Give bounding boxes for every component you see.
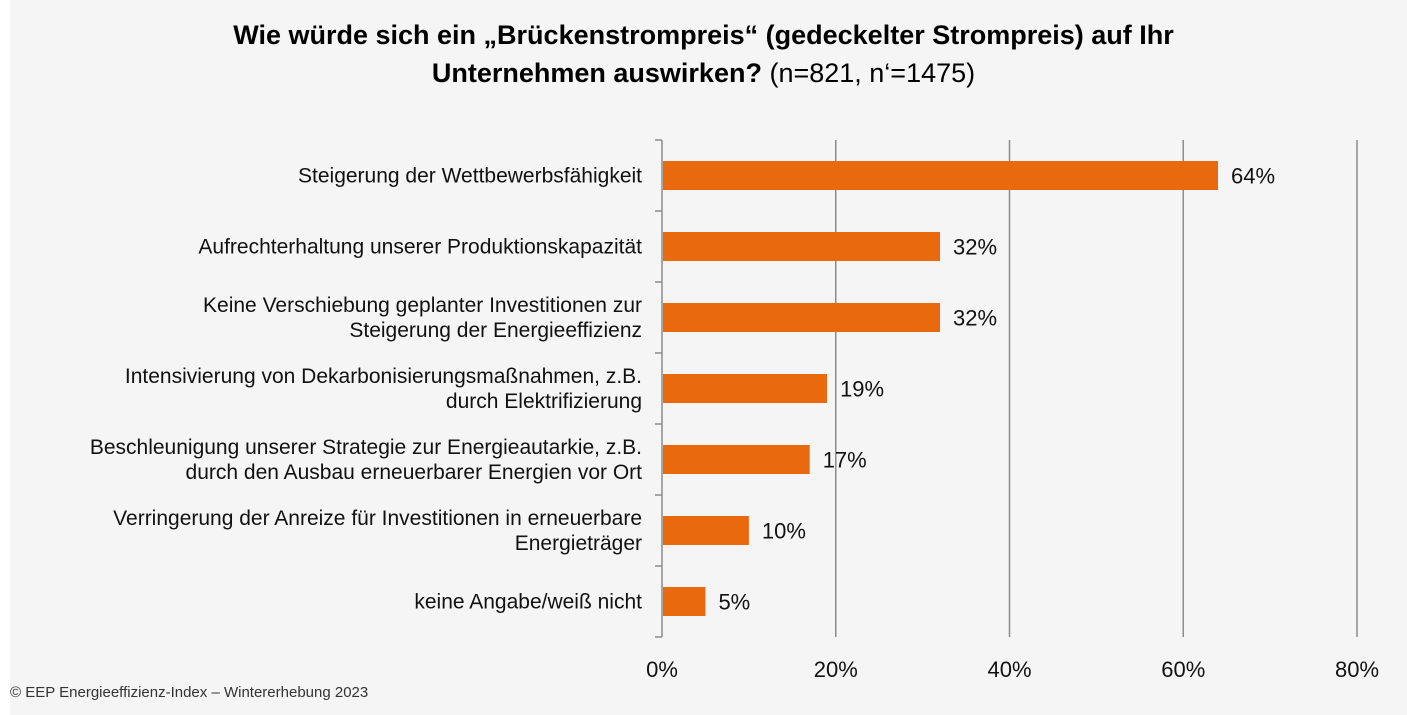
category-label: Intensivierung von Dekarbonisierungsmaßn…: [125, 365, 642, 388]
data-label: 10%: [762, 519, 806, 544]
chart-panel: [10, 0, 1407, 715]
x-tick-label: 0%: [646, 657, 678, 682]
category-label: Aufrechterhaltung unserer Produktionskap…: [198, 236, 642, 259]
data-label: 5%: [718, 590, 750, 615]
x-tick-label: 40%: [987, 657, 1031, 682]
chart-title: Wie würde sich ein „Brückenstrompreis“ (…: [0, 16, 1407, 92]
category-label: keine Angabe/weiß nicht: [414, 591, 642, 614]
data-label: 64%: [1231, 164, 1275, 189]
copyright-footer: © EEP Energieeffizienz-Index – Wintererh…: [10, 684, 369, 701]
category-label: Verringerung der Anreize für Investition…: [113, 507, 642, 530]
data-label: 32%: [953, 235, 997, 260]
bar: [663, 161, 1218, 190]
category-label: Beschleunigung unserer Strategie zur Ene…: [90, 436, 642, 459]
chart-title-line2: Unternehmen auswirken? (n=821, n‘=1475): [0, 54, 1407, 92]
chart-title-line1: Wie würde sich ein „Brückenstrompreis“ (…: [233, 20, 1174, 50]
category-label: Energieträger: [515, 532, 642, 555]
category-label: Steigerung der Energieeffizienz: [349, 319, 642, 342]
bar: [663, 516, 749, 545]
category-label: durch Elektrifizierung: [446, 390, 642, 413]
data-label: 32%: [953, 306, 997, 331]
x-tick-label: 80%: [1335, 657, 1379, 682]
bar: [663, 303, 940, 332]
bar: [663, 587, 706, 616]
bar: [663, 445, 810, 474]
x-tick-label: 20%: [814, 657, 858, 682]
bar: [663, 232, 940, 261]
category-label: durch den Ausbau erneuerbarer Energien v…: [186, 461, 643, 484]
bar: [663, 374, 828, 403]
data-label: 19%: [840, 377, 884, 402]
category-label: Keine Verschiebung geplanter Investition…: [203, 294, 642, 317]
category-label: Steigerung der Wettbewerbsfähigkeit: [298, 165, 642, 188]
chart-title-question: Unternehmen auswirken?: [431, 58, 762, 88]
x-tick-label: 60%: [1161, 657, 1205, 682]
chart-title-sample-size: (n=821, n‘=1475): [761, 58, 976, 88]
data-label: 17%: [823, 448, 867, 473]
